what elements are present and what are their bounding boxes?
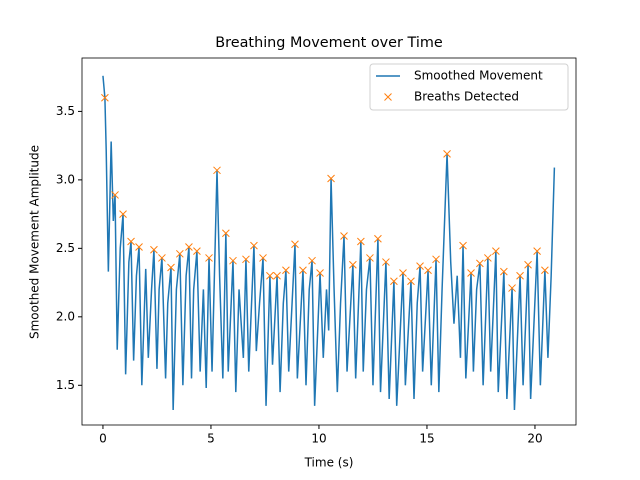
data-point [158, 254, 166, 262]
data-point [175, 249, 184, 258]
data-point [229, 256, 237, 265]
data-point [250, 241, 258, 250]
data-point [101, 93, 109, 102]
data-point [424, 266, 432, 275]
data-point [316, 269, 324, 277]
data-point [111, 191, 119, 199]
x-tick-label: 0 [99, 432, 107, 446]
legend-label: Breaths Detected [414, 90, 519, 104]
x-tick-label: 20 [527, 432, 542, 446]
data-point [185, 243, 193, 251]
data-point [213, 166, 221, 175]
data-point [541, 266, 549, 275]
data-point [193, 247, 201, 255]
data-point [222, 229, 230, 238]
data-point [366, 254, 374, 262]
data-point [407, 277, 415, 286]
data-point [242, 255, 250, 264]
data-point [327, 174, 335, 183]
data-point [135, 243, 143, 251]
y-tick-label: 2.0 [56, 309, 75, 323]
data-point [308, 256, 316, 265]
data-point [533, 247, 541, 255]
y-tick-label: 3.5 [56, 104, 75, 118]
data-point [374, 234, 382, 243]
data-point [484, 254, 492, 262]
y-tick-label: 2.5 [56, 241, 75, 255]
data-point [524, 260, 532, 269]
data-point [459, 241, 467, 250]
data-point [399, 269, 407, 277]
data-point [119, 210, 127, 218]
y-axis-label: Smoothed Movement Amplitude [28, 145, 42, 339]
data-point [266, 271, 274, 280]
chart-title: Breathing Movement over Time [215, 35, 443, 51]
data-point [443, 150, 451, 158]
data-line [102, 75, 556, 410]
data-point [167, 263, 175, 272]
legend-label: Smoothed Movement [414, 69, 543, 83]
data-point [349, 260, 357, 269]
data-point [390, 277, 398, 286]
data-point [516, 271, 524, 280]
data-point [205, 254, 213, 262]
data-point [467, 269, 475, 277]
plot-frame [81, 57, 577, 426]
data-point [340, 232, 348, 240]
data-point [357, 237, 365, 246]
data-point [476, 259, 484, 268]
data-point [127, 237, 135, 246]
data-point [432, 255, 440, 264]
data-point [150, 245, 158, 254]
legend: Smoothed Movement Breaths Detected [369, 63, 569, 111]
x-tick-label: 5 [207, 432, 215, 446]
x-axis-label: Time (s) [304, 456, 354, 470]
data-point [492, 247, 500, 255]
y-tick-label: 3.0 [56, 172, 75, 186]
data-point [259, 254, 267, 262]
y-tick-label: 1.5 [56, 378, 75, 392]
legend-box [369, 63, 569, 111]
data-point [416, 262, 424, 271]
data-point [273, 271, 281, 280]
data-point [282, 266, 290, 275]
data-point [299, 266, 307, 275]
data-point [508, 284, 516, 292]
legend-marker [384, 93, 392, 101]
x-tick-label: 15 [419, 432, 434, 446]
x-tick-label: 10 [311, 432, 326, 446]
data-point [500, 267, 508, 276]
data-point [382, 258, 390, 266]
data-point [291, 240, 299, 249]
